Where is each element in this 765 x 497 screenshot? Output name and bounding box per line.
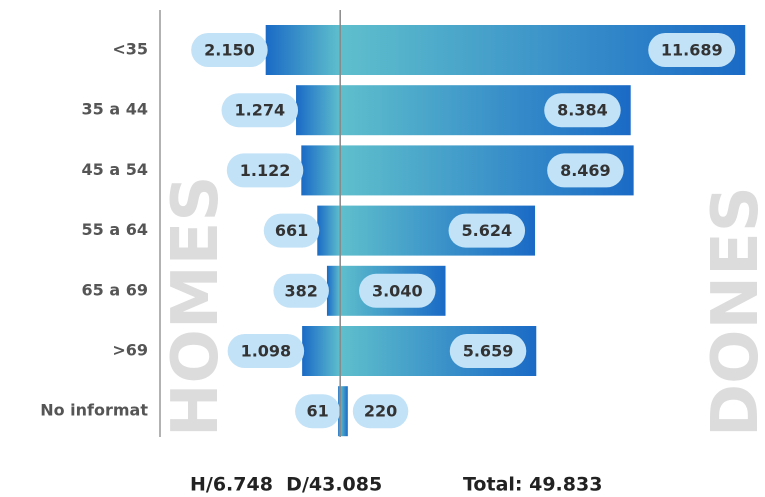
value-label: 2.150	[204, 41, 255, 60]
watermark: DONES	[699, 186, 765, 437]
value-pill	[226, 153, 304, 188]
value-label: 61	[306, 402, 328, 421]
value-label: 11.689	[661, 41, 723, 60]
bar	[301, 145, 341, 196]
bar	[340, 386, 348, 437]
value-label: 1.122	[240, 161, 291, 180]
bar	[302, 326, 341, 376]
category-label: 35 a 44	[82, 100, 148, 119]
value-pill	[263, 213, 320, 248]
watermark: HOMES	[159, 176, 233, 437]
value-pill	[359, 273, 436, 308]
category-label: 65 a 69	[82, 280, 148, 299]
value-pill	[221, 93, 299, 128]
category-label: No informat	[40, 401, 148, 420]
value-label: 8.384	[557, 101, 608, 120]
category-label: 45 a 54	[82, 160, 148, 179]
footer-totals: H/6.748 D/43.085	[190, 474, 382, 496]
value-label: 661	[275, 221, 308, 240]
value-label: 5.659	[463, 342, 514, 361]
category-label: 55 a 64	[82, 220, 148, 239]
value-pill	[295, 394, 341, 429]
bar	[296, 85, 341, 136]
bar	[326, 265, 341, 316]
value-pill	[648, 33, 736, 67]
bar	[265, 25, 341, 75]
value-label: 382	[284, 281, 317, 300]
value-pill	[227, 334, 305, 368]
value-label: 8.469	[560, 161, 611, 180]
value-label: 220	[364, 402, 397, 421]
bar	[317, 205, 341, 256]
value-pill	[544, 93, 621, 128]
value-pill	[273, 273, 329, 308]
footer-total: Total: 49.833	[463, 474, 602, 496]
value-pill	[547, 153, 624, 188]
value-pill	[449, 334, 527, 368]
category-label: <35	[112, 40, 148, 59]
value-label: 1.098	[241, 342, 292, 361]
value-label: 3.040	[372, 281, 423, 300]
value-pill	[448, 213, 526, 248]
value-pill	[191, 33, 268, 67]
value-pill	[352, 394, 409, 429]
value-label: 5.624	[462, 221, 513, 240]
value-label: 1.274	[234, 101, 285, 120]
category-label: >69	[112, 341, 148, 360]
